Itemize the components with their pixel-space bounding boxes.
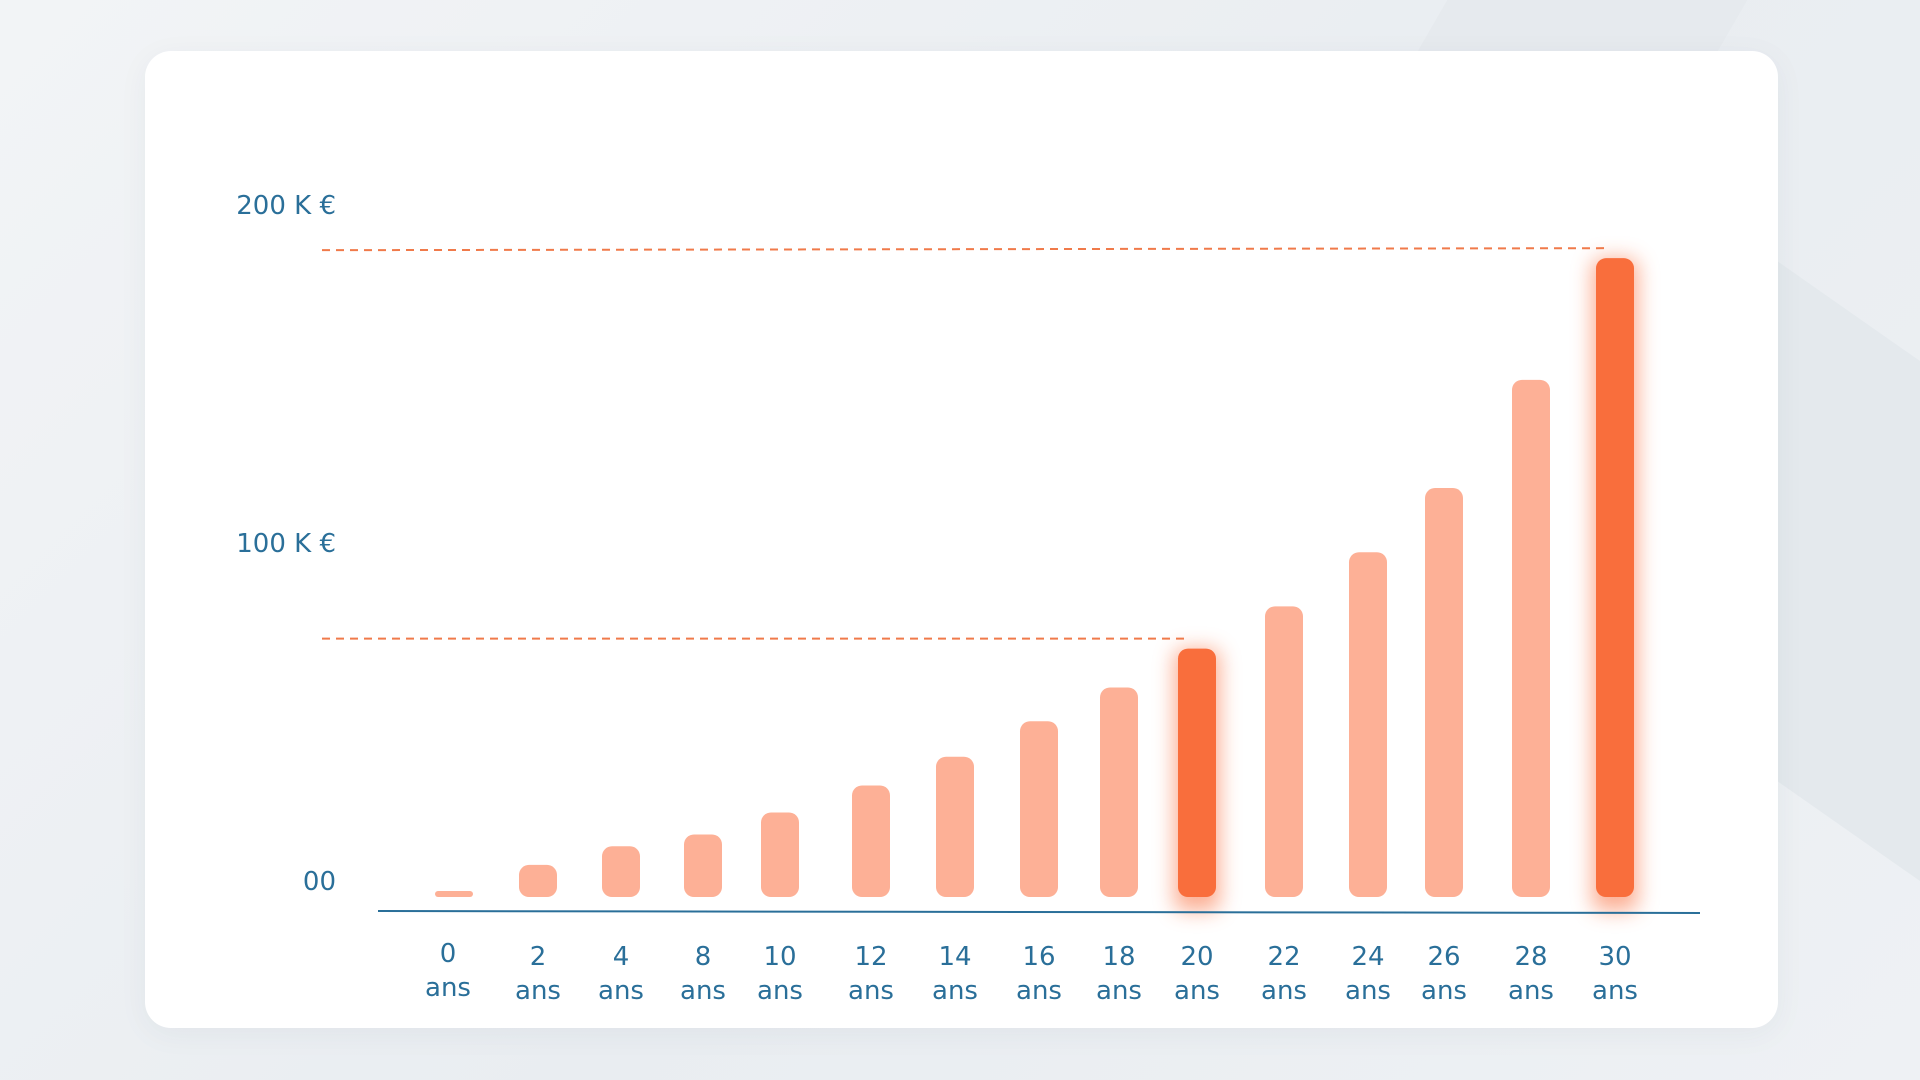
y-tick-label: 200 K € [236,191,336,221]
x-axis-ticks: 0 ans 2 ans 4 ans 8 ans 10 ans 12 ans 14 ans 16 ans 18 an… [425,939,1638,1006]
y-axis-ticks: 00 100 K € 200 K € [236,191,336,897]
y-tick-label: 100 K € [236,529,336,559]
x-tick-label: 22 ans [1261,942,1307,1006]
bar-highlighted [1178,648,1216,897]
bar [684,834,722,897]
bar [1020,721,1058,897]
bar [435,891,473,897]
bar [852,785,890,897]
x-tick-label: 20 ans [1174,942,1220,1006]
bar [1265,606,1303,897]
x-axis-line [377,910,1701,914]
y-tick-label: 00 [303,867,336,897]
x-tick-label: 18 ans [1096,942,1142,1006]
bar [1349,552,1387,897]
x-tick-label: 14 ans [932,942,978,1006]
reference-line [321,247,1606,252]
x-tick-label: 10 ans [757,942,803,1006]
reference-lines [321,247,1606,640]
bar [519,864,557,897]
x-tick-label: 24 ans [1345,942,1391,1006]
x-tick-label: 0 ans [425,939,471,1003]
bar [1512,379,1550,897]
x-tick-label: 2 ans [515,942,561,1006]
bar [1425,488,1463,897]
bar [936,756,974,897]
x-tick-label: 4 ans [598,942,644,1006]
bars [435,258,1634,897]
bar [602,846,640,897]
x-tick-label: 8 ans [680,942,726,1006]
x-tick-label: 12 ans [848,942,894,1006]
bar [761,812,799,897]
bar [1100,687,1138,897]
bar-highlighted [1596,258,1634,897]
x-tick-label: 28 ans [1508,942,1554,1006]
x-tick-label: 26 ans [1421,942,1467,1006]
x-tick-label: 30 ans [1592,942,1638,1006]
highlight-glow-layer [1174,258,1638,911]
x-tick-label: 16 ans [1016,942,1062,1006]
